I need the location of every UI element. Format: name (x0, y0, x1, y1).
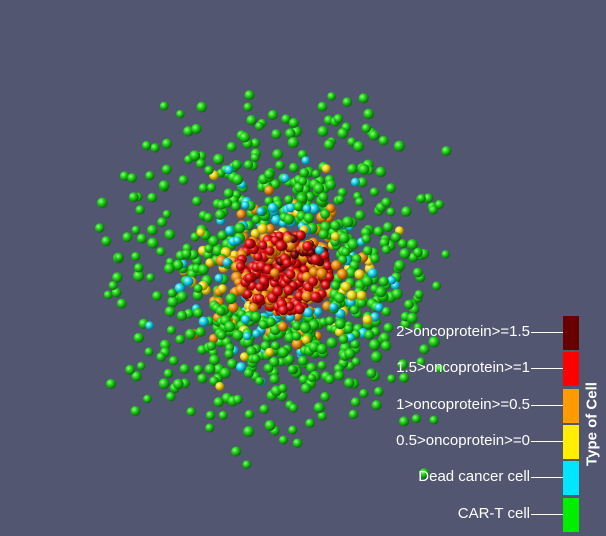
cell-cluster (95, 90, 452, 479)
